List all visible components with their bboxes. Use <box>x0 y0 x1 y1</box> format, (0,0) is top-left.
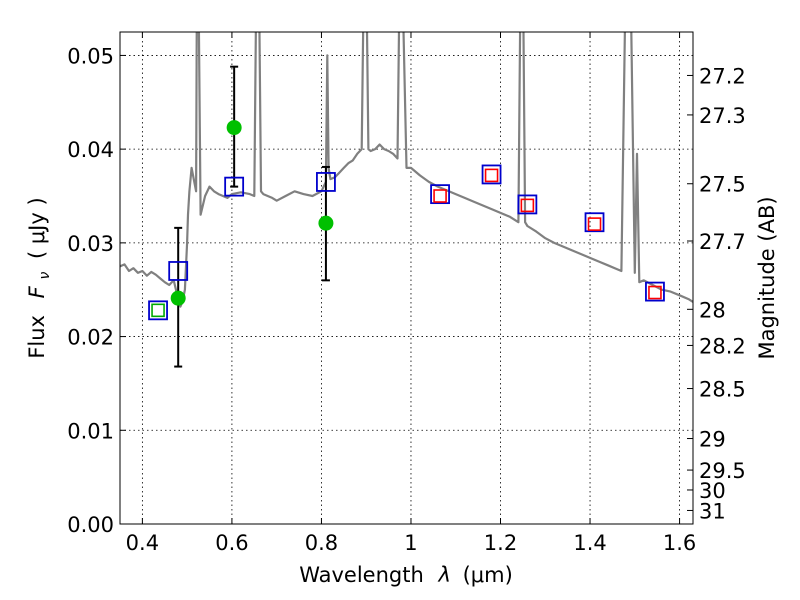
y-axis-label-subscript: ν <box>37 272 53 280</box>
observed-photometry-point <box>226 120 242 136</box>
y2-tick-label: 27.5 <box>699 173 746 197</box>
y-tick-label: 0.00 <box>67 513 114 537</box>
model-flux-square <box>584 212 605 233</box>
observed-flux-square <box>151 303 165 318</box>
model-flux-square <box>645 281 665 302</box>
observed-flux-square <box>433 189 447 203</box>
y2-tick-label: 29 <box>699 428 726 452</box>
x-axis-label-unit: (μm) <box>463 563 513 587</box>
model-flux-square <box>168 261 189 281</box>
y-tick-label: 0.05 <box>67 44 114 68</box>
y-tick-label: 0.02 <box>67 326 114 350</box>
observed-flux-square <box>484 168 499 183</box>
x-tick-label: 1 <box>404 531 417 555</box>
axes: 0.4 0.6 0.8 1 1.2 1.4 1.6 0.00 0.01 0.02 0.03 0.04 0… <box>67 32 746 555</box>
y2-tick-label: 29.5 <box>699 459 746 483</box>
y2-tick-label: 30 <box>699 479 726 503</box>
sed-model-line <box>120 32 693 308</box>
plot-background <box>120 32 693 524</box>
y-tick-label: 0.03 <box>67 232 114 256</box>
y2-tick-label: 31 <box>699 499 726 523</box>
x-axis-label: Wavelength λ (μm) <box>299 563 513 587</box>
observed-photometry-point <box>318 215 334 231</box>
x-tick-label: 0.6 <box>215 531 248 555</box>
observed-flux-square <box>587 217 602 231</box>
plot-frame <box>119 31 694 525</box>
error-bars <box>148 65 665 368</box>
data-layer <box>120 32 693 308</box>
model-flux-square <box>148 300 168 321</box>
model-flux-square <box>481 164 502 185</box>
y-tick-label: 0.01 <box>67 419 114 443</box>
observed-photometry-point <box>170 290 186 306</box>
x-tick-label: 1.2 <box>484 531 517 555</box>
observed-flux-square <box>648 285 662 300</box>
y-axis-label-symbol: F <box>25 285 49 298</box>
model-flux-square <box>224 176 245 197</box>
y2-tick-label: 27.2 <box>699 64 746 88</box>
observed-flux-square <box>520 198 535 213</box>
y-axis-label-unit: ( μJy ) <box>25 197 49 259</box>
model-flux-square <box>430 184 450 205</box>
y2-tick-label: 27.7 <box>699 230 746 254</box>
x-axis-label-prefix: Wavelength <box>299 563 424 587</box>
y2-tick-label: 27.3 <box>699 104 746 128</box>
y-axis-label-prefix: Flux <box>25 315 49 359</box>
y-tick-label: 0.04 <box>67 138 114 162</box>
model-flux-square <box>517 194 538 215</box>
x-axis-label-symbol: λ <box>437 563 450 587</box>
y2-tick-label: 28.2 <box>699 334 746 358</box>
x-tick-label: 0.8 <box>305 531 338 555</box>
y2-axis-label: Magnitude (AB) <box>755 196 779 359</box>
x-tick-label: 0.4 <box>126 531 159 555</box>
y-axis-label: Flux F ν ( μJy ) <box>25 197 54 358</box>
y2-tick-label: 28.5 <box>699 378 746 402</box>
grid <box>120 32 693 524</box>
model-flux-square <box>316 172 336 192</box>
x-tick-label: 1.6 <box>663 531 696 555</box>
x-tick-label: 1.4 <box>573 531 606 555</box>
y2-tick-label: 28 <box>699 298 726 322</box>
